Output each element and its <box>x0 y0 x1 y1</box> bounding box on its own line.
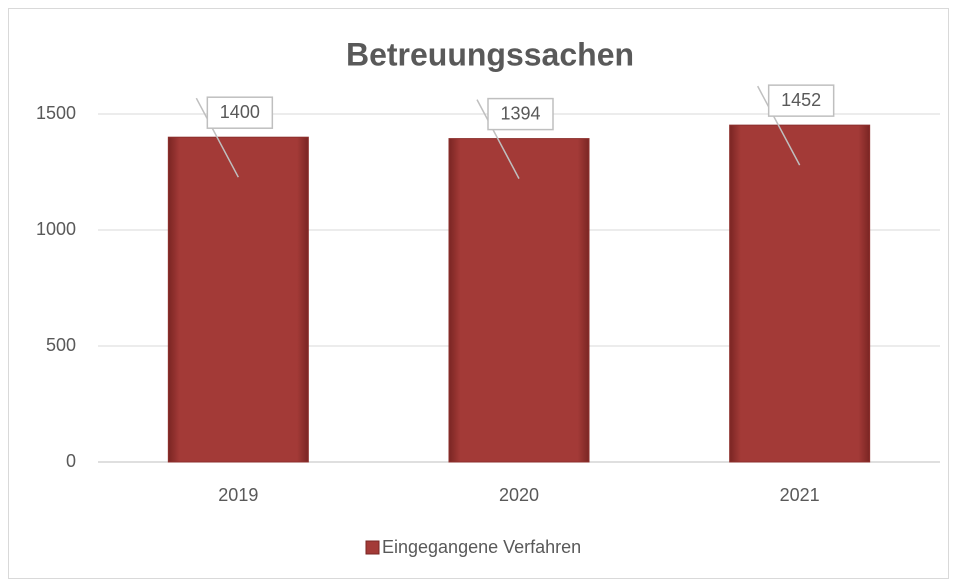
y-tick-label: 500 <box>46 335 76 355</box>
x-tick-label: 2020 <box>499 485 539 505</box>
data-label: 1394 <box>500 103 540 123</box>
y-tick-label: 1000 <box>36 219 76 239</box>
leader-line <box>757 85 801 166</box>
leader-line <box>476 99 520 179</box>
bar <box>167 136 309 463</box>
legend-swatch <box>365 540 380 555</box>
leader-line <box>195 97 239 178</box>
chart-title: Betreuungssachen <box>346 36 634 72</box>
data-label-box <box>767 84 835 117</box>
data-label-box <box>487 97 554 131</box>
bar <box>729 124 871 463</box>
bar <box>448 138 590 463</box>
x-tick-label: 2019 <box>218 485 258 505</box>
y-tick-label: 1500 <box>36 103 76 123</box>
data-label: 1400 <box>220 102 260 122</box>
data-label-box <box>206 96 274 129</box>
legend-label: Eingegangene Verfahren <box>382 537 581 557</box>
x-tick-label: 2021 <box>780 485 820 505</box>
y-tick-label: 0 <box>66 451 76 471</box>
data-label: 1452 <box>781 90 821 110</box>
